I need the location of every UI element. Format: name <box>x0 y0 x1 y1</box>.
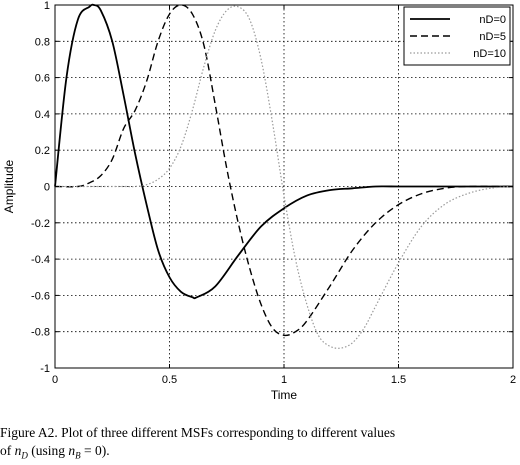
figure-caption: Figure A2. Plot of three different MSFs … <box>0 424 520 465</box>
caption-line2-pre: of <box>0 443 12 458</box>
caption-text: Plot of three different MSFs correspondi… <box>61 425 396 440</box>
x-tick-label: 1.5 <box>391 374 406 386</box>
caption-line2-post: = 0). <box>84 443 110 458</box>
y-tick-label: 0.2 <box>35 145 50 157</box>
y-tick-label: 1 <box>44 0 50 12</box>
caption-var-n: n <box>14 443 22 458</box>
x-tick-label: 1 <box>281 374 287 386</box>
y-tick-label: -0.2 <box>31 218 50 230</box>
series-line-1 <box>54 4 514 337</box>
axis-ticks: 0 0.5 1 1.5 2 1 0.8 0.6 0.4 0.2 0 -0.2 -0.4 -0.6 -0.8 -… <box>31 0 516 386</box>
x-tick-label: 0 <box>52 374 58 386</box>
legend-label-0: nD=0 <box>479 14 506 26</box>
caption-line-2: of nD (using nB = 0). <box>0 442 520 465</box>
caption-var-n-sub: D <box>21 450 28 461</box>
x-tick-label: 2 <box>510 374 516 386</box>
legend-label-2: nD=10 <box>473 48 506 60</box>
chart: 0 0.5 1 1.5 2 1 0.8 0.6 0.4 0.2 0 -0.2 -0.4 -0.6 -0.8 -… <box>2 0 516 402</box>
x-axis-label: Time <box>271 388 298 402</box>
caption-line2-mid: (using <box>31 443 65 458</box>
caption-line-1: Figure A2. Plot of three different MSFs … <box>0 424 520 442</box>
y-tick-label: -1 <box>40 363 50 375</box>
y-tick-label: 0 <box>44 182 50 194</box>
y-tick-label: -0.4 <box>31 254 50 266</box>
y-tick-label: 0.4 <box>35 109 50 121</box>
legend: nD=0 nD=5 nD=10 <box>403 6 511 66</box>
y-tick-label: 0.8 <box>35 36 50 48</box>
legend-label-1: nD=5 <box>479 31 506 43</box>
caption-var-nb: n <box>68 443 76 458</box>
caption-figure-label: Figure A2. <box>0 425 58 440</box>
y-axis-label: Amplitude <box>2 160 16 214</box>
grid-lines <box>55 5 513 368</box>
x-tick-label: 0.5 <box>162 374 177 386</box>
y-tick-label: -0.8 <box>31 327 50 339</box>
y-tick-label: -0.6 <box>31 290 50 302</box>
y-tick-label: 0.6 <box>35 73 50 85</box>
caption-var-nb-sub: B <box>75 450 81 461</box>
